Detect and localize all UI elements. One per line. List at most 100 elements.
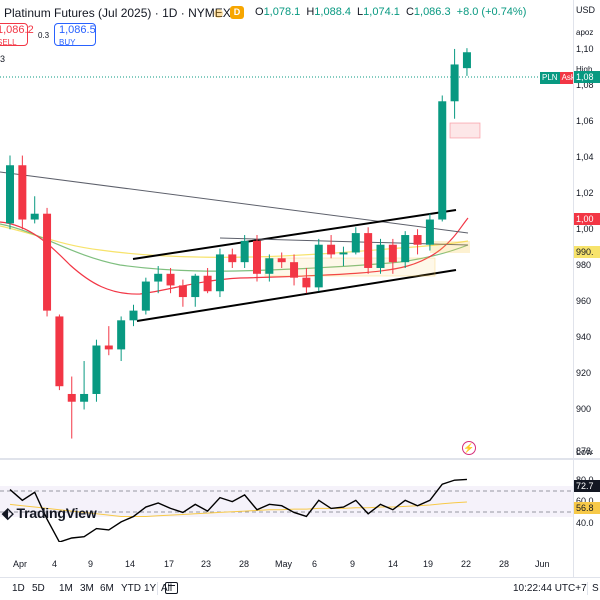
candle[interactable] [92,339,101,402]
rsi-ma-value-tag: 56.8 [574,502,600,514]
candle[interactable] [104,326,113,356]
scale-label: 940 [576,332,592,342]
scale-currency: USD [576,5,596,15]
time-axis-label: 9 [88,559,94,569]
candle[interactable] [203,267,212,294]
candle[interactable] [55,314,64,391]
candle[interactable] [166,267,175,294]
candle-body [166,273,175,286]
range-button-1y[interactable]: 1Y [144,583,157,594]
candle[interactable] [450,48,459,119]
candle-body [30,213,39,220]
range-button-6m[interactable]: 6M [100,583,114,594]
candlestick-series [6,48,471,439]
candle[interactable] [351,227,360,255]
candle[interactable] [302,267,311,294]
indicator-count[interactable]: 3 [0,54,6,64]
range-button-3m[interactable]: 3M [80,583,94,594]
low-key: L [357,6,364,18]
price-chart[interactable] [0,0,573,458]
tradingview-watermark[interactable]: ⬖ TradingView [2,504,97,522]
low-label: Low [576,447,593,457]
time-axis-label: 19 [423,559,434,569]
range-button-ytd[interactable]: YTD [121,583,141,594]
flash-event-icon[interactable]: ⚡ [462,441,476,455]
candle-body [413,235,422,245]
calendar-icon[interactable] [165,582,178,594]
candle[interactable] [18,155,27,230]
close-value: 1,086.3 [413,6,451,18]
candle[interactable] [191,273,200,307]
candle[interactable] [388,238,397,274]
time-axis-label: 14 [388,559,399,569]
ma-yellow-price-tag: 990. [574,246,600,258]
supply-zone-box[interactable] [449,122,481,139]
channel-upper-line[interactable] [132,209,457,260]
candle[interactable] [30,196,39,224]
candle[interactable] [80,361,89,410]
time-axis-label: 28 [499,559,510,569]
candle[interactable] [67,376,76,439]
candle-body [203,275,212,292]
session-button[interactable]: S [592,583,599,594]
candle[interactable] [339,246,348,267]
buy-price: 1,086.5 [59,24,96,36]
candle[interactable] [425,213,434,251]
candle-body [141,281,150,311]
buy-button[interactable]: 1,086.5 BUY [54,23,96,47]
symbol-title[interactable]: Platinum Futures (Jul 2025) · 1D · NYMEX [4,6,231,20]
high-label: High [576,65,593,74]
range-button-1d[interactable]: 1D [12,583,25,594]
pane-separator[interactable] [0,458,573,460]
candle[interactable] [265,254,274,282]
candle-body [388,244,397,263]
candle[interactable] [6,155,14,230]
candle[interactable] [129,304,138,327]
ohlc-readout: O1,078.1 H1,088.4 L1,074.1 C1,086.3 +8.0… [255,6,529,18]
target-zone-box[interactable] [430,241,470,253]
candle[interactable] [364,227,373,274]
ask-label: Ask [559,72,577,84]
candle-body [117,320,126,350]
ma-red-line [0,217,469,295]
rsi-pane[interactable] [0,460,573,542]
candle[interactable] [314,238,323,292]
descending-trendline[interactable] [0,171,469,234]
candle[interactable] [376,238,385,274]
range-button-all[interactable]: All [161,583,173,594]
candle[interactable] [43,207,52,317]
candle-body [401,235,410,263]
candle[interactable] [117,316,126,362]
candle-body [215,254,224,292]
delayed-data-icon[interactable]: D [230,6,244,19]
clock-readout[interactable]: 10:22:44 UTC+7 [513,583,587,594]
candle[interactable] [178,279,187,307]
candle-body [265,258,274,274]
candle[interactable] [462,48,471,76]
candle[interactable] [253,235,261,282]
sell-button[interactable]: 1,086.2 SELL [0,23,34,47]
candle[interactable] [215,248,224,298]
candle-body [450,64,459,102]
candle[interactable] [438,95,447,222]
range-button-5d[interactable]: 5D [32,583,45,594]
pln-ask-tag[interactable]: PLN Ask [540,72,577,84]
candle[interactable] [290,254,299,286]
candle[interactable] [401,231,410,268]
time-axis-label: 6 [312,559,318,569]
time-axis-label: 22 [461,559,472,569]
candle[interactable] [240,235,249,268]
channel-lower-line[interactable] [136,269,457,322]
candle[interactable] [277,252,286,268]
candle[interactable] [413,229,422,255]
candle-body [351,233,360,253]
price-scale[interactable]: USD apoz 1,10 1,08 1,06 1,04 1,02 1,00 980 960 9… [573,0,600,580]
candle[interactable] [228,248,237,268]
candle[interactable] [327,235,336,259]
candle[interactable] [141,277,150,315]
range-button-1m[interactable]: 1M [59,583,73,594]
rsi-ma-line [9,501,467,517]
low-value: 1,074.1 [363,6,400,18]
candle-body [425,219,434,245]
candle[interactable] [154,266,163,294]
